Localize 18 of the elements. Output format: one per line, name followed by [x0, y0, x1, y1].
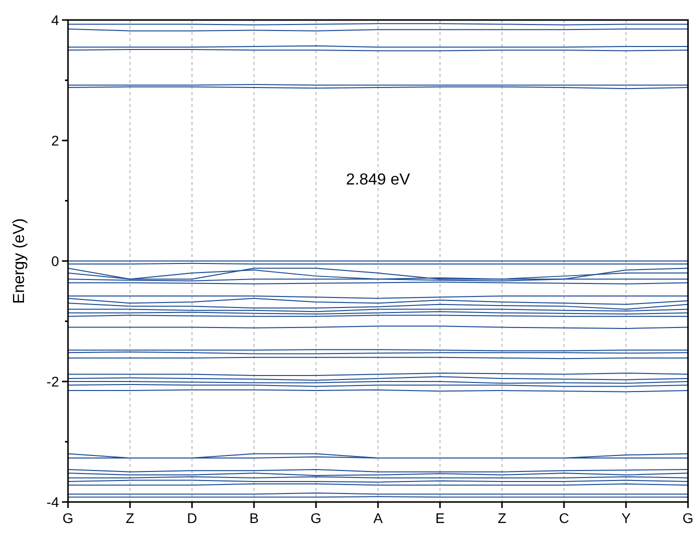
x-tick-label: C [558, 510, 570, 526]
x-tick-label: G [62, 510, 74, 526]
x-tick-label: Z [498, 510, 507, 526]
x-tick-label: B [249, 510, 259, 526]
y-tick-label: 4 [51, 12, 60, 28]
y-axis-title: Energy (eV) [11, 218, 28, 304]
x-tick-label: G [310, 510, 322, 526]
y-tick-label: 0 [51, 252, 60, 269]
annotation: 2.849 eV [346, 172, 410, 189]
x-tick-label: G [682, 510, 694, 526]
y-tick-label: -2 [46, 373, 60, 390]
x-tick-label: Y [621, 510, 632, 526]
x-tick-label: E [435, 510, 445, 526]
x-tick-label: D [186, 510, 198, 526]
y-tick-label: 2 [51, 132, 60, 148]
x-tick-label: Z [126, 510, 135, 526]
y-tick-label: -4 [46, 494, 60, 510]
x-tick-label: A [373, 510, 384, 526]
